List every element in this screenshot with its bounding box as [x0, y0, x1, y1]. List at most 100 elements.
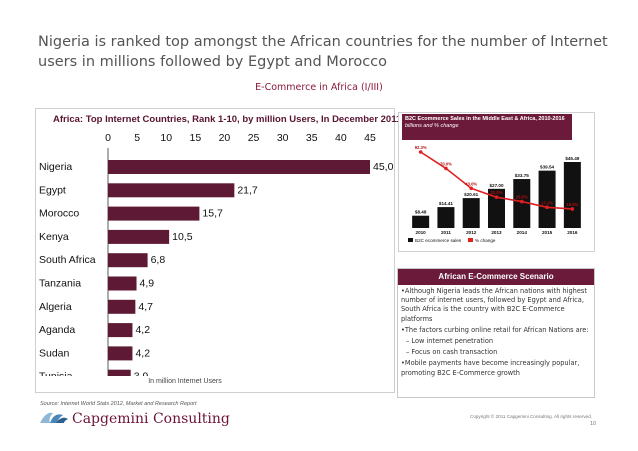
value-label: 4,2	[135, 324, 150, 336]
scenario-point-3: •Mobile payments have become increasingl…	[401, 359, 580, 377]
inset-year-label: 2012	[466, 230, 477, 235]
inset-bar-label: $39.54	[540, 165, 554, 170]
x-tick-label: 40	[335, 132, 347, 144]
inset-change-point	[494, 195, 499, 199]
scenario-subpoint-2: – Focus on cash transaction	[406, 348, 498, 357]
inset-year-label: 2015	[542, 230, 553, 235]
category-label: Tunisia	[39, 371, 73, 376]
inset-bar	[437, 207, 455, 228]
category-label: Morocco	[39, 208, 79, 220]
bar	[108, 276, 137, 291]
inset-year-label: 2014	[517, 230, 528, 235]
scenario-subpoint-1: – Low internet penetration	[406, 337, 494, 346]
logo-text: Capgemini Consulting	[72, 411, 230, 427]
legend-label-bar: B2C ecommerce sales	[415, 238, 462, 243]
inset-bar	[563, 162, 581, 228]
chart-unit-note: In million Internet Users	[148, 378, 222, 385]
legend-swatch-line	[468, 238, 473, 242]
main-bar-chart: 0 5 10 15 20 25 30 35 40 45 Nigeria 45,0 Egypt 21,7 Mo…	[39, 132, 394, 376]
page-number: 10	[590, 421, 597, 427]
main-chart-frame	[35, 108, 395, 393]
source-note: Source: Internet World Stats 2012, Marke…	[40, 401, 197, 407]
legend-label-line: % change	[475, 238, 496, 243]
company-logo: Capgemini Consulting	[36, 409, 230, 429]
bar	[108, 183, 235, 198]
inset-bar	[538, 170, 556, 228]
category-label: Tanzania	[39, 278, 81, 290]
bar	[108, 369, 131, 376]
spade-logo-icon	[40, 412, 68, 423]
bar	[108, 160, 370, 174]
inset-bar	[462, 198, 480, 228]
inset-bar-label: $20.61	[464, 192, 478, 197]
category-label: Algeria	[39, 301, 72, 313]
inset-change-label: 92.3%	[415, 145, 427, 150]
inset-bar-label: $45.49	[565, 156, 579, 161]
category-label: Egypt	[39, 184, 66, 196]
scenario-header: African E-Commerce Scenario	[398, 269, 594, 285]
main-chart-title: Africa: Top Internet Countries, Rank 1-1…	[53, 114, 402, 125]
inset-year-label: 2016	[567, 230, 578, 235]
scenario-point-2: •The factors curbing online retail for A…	[401, 325, 589, 334]
scenario-panel: African E-Commerce Scenario •Although Ni…	[397, 268, 595, 398]
bar	[108, 253, 148, 268]
inset-change-label: 43.0%	[465, 181, 477, 186]
inset-year-label: 2011	[441, 230, 451, 235]
inset-chart-header: B2C Ecommerce Sales in the Middle East &…	[402, 114, 572, 140]
category-label: Kenya	[39, 231, 69, 243]
x-tick-label: 15	[189, 132, 201, 144]
value-label: 3,9	[134, 371, 149, 376]
inset-change-label: 15.0%	[566, 202, 578, 207]
category-label: South Africa	[39, 254, 96, 266]
value-label: 4,9	[140, 278, 155, 290]
inset-bar-label: $8.48	[415, 210, 427, 215]
inset-change-point	[418, 150, 423, 154]
inset-change-point	[519, 199, 524, 204]
x-tick-label: 5	[134, 132, 140, 144]
x-tick-label: 20	[219, 132, 231, 144]
inset-chart-title: B2C Ecommerce Sales in the Middle East &…	[405, 116, 565, 122]
inset-change-label: 17.2%	[541, 200, 553, 205]
copyright-note: Copyright © 2011 Capgemini Consulting. A…	[470, 414, 593, 419]
bar	[108, 206, 200, 221]
scenario-point-1: •Although Nigeria leads the African nati…	[401, 287, 587, 323]
inset-bar-label: $14.41	[439, 201, 453, 206]
value-label: 10,5	[172, 231, 193, 243]
inset-change-point	[570, 207, 575, 211]
legend-swatch-bar	[408, 238, 413, 242]
x-tick-label: 35	[306, 132, 318, 144]
inset-chart-subtitle: billions and % change	[405, 123, 459, 129]
x-tick-label: 45	[364, 132, 376, 144]
x-tick-label: 25	[248, 132, 260, 144]
x-tick-label: 10	[160, 132, 172, 144]
inset-change-point	[545, 205, 549, 210]
inset-change-label: 70.0%	[440, 161, 452, 166]
x-tick-label: 30	[277, 132, 289, 144]
inset-change-point	[444, 166, 448, 171]
section-label: E-Commerce in Africa (I/III)	[255, 82, 383, 93]
value-label: 6,8	[151, 254, 166, 266]
x-tick-label: 0	[105, 132, 111, 144]
inset-combo-chart: $8.48 2010 $14.41 2011 $20.61 2012 $27.00 2013 $…	[408, 145, 581, 243]
inset-bar-label: $33.75	[515, 173, 529, 178]
inset-change-label: 25.0%	[516, 195, 528, 200]
inset-bar	[412, 215, 430, 228]
value-label: 45,0	[373, 161, 394, 173]
bar	[108, 229, 170, 244]
inset-bar-label: $27.00	[489, 183, 503, 188]
value-label: 21,7	[237, 184, 258, 196]
page-title: Nigeria is ranked top amongst the Africa…	[38, 34, 608, 70]
scenario-body: •Although Nigeria leads the African nati…	[398, 285, 594, 378]
value-label: 4,2	[135, 347, 150, 359]
inset-year-label: 2013	[491, 230, 502, 235]
bar	[108, 346, 133, 361]
category-label: Nigeria	[39, 161, 72, 173]
bar	[108, 299, 136, 314]
category-label: Aganda	[39, 324, 75, 336]
value-label: 4,7	[138, 301, 153, 313]
inset-bar	[513, 179, 531, 228]
inset-change-point	[469, 186, 474, 191]
inset-year-label: 2010	[416, 230, 427, 235]
value-label: 15,7	[202, 208, 223, 220]
bar	[108, 323, 133, 338]
